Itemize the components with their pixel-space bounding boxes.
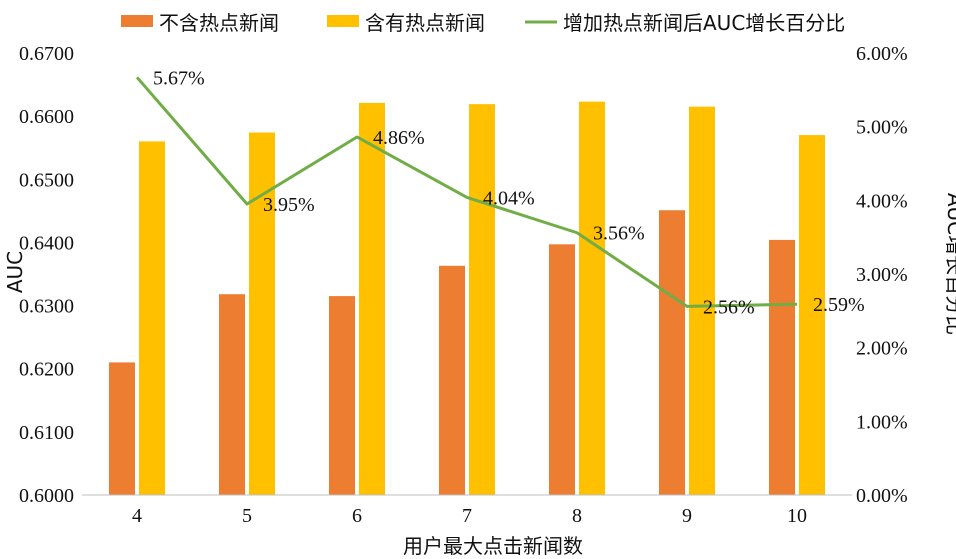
- bar-with-hot-news: [139, 141, 165, 495]
- bar-with-hot-news: [249, 132, 275, 495]
- x-axis-title: 用户最大点击新闻数: [403, 534, 583, 558]
- x-tick-label: 7: [462, 505, 472, 527]
- y2-tick-label: 5.00%: [856, 117, 908, 139]
- y2-axis-title: AUC增长百分比: [943, 193, 956, 335]
- y-tick-label: 0.6000: [19, 485, 74, 507]
- y2-tick-label: 3.00%: [856, 264, 908, 286]
- line-data-label: 3.56%: [593, 223, 645, 245]
- y2-tick-label: 0.00%: [856, 485, 908, 507]
- bar-with-hot-news: [689, 106, 715, 496]
- y-axis-title: AUC: [3, 251, 27, 293]
- line-data-label: 3.95%: [263, 194, 315, 216]
- y-tick-label: 0.6400: [19, 232, 74, 254]
- legend-label-with-hot-news: 含有热点新闻: [365, 11, 485, 35]
- legend: 不含热点新闻 含有热点新闻 增加热点新闻后AUC增长百分比: [121, 11, 845, 35]
- bar-with-hot-news: [359, 102, 385, 495]
- line-data-label: 4.86%: [373, 127, 425, 149]
- y-tick-label: 0.6100: [19, 422, 74, 444]
- y-tick-label: 0.6200: [19, 359, 74, 381]
- line-data-label: 5.67%: [153, 67, 205, 89]
- bar-no-hot-news: [109, 362, 135, 495]
- x-tick-label: 9: [682, 505, 692, 527]
- bar-no-hot-news: [549, 244, 575, 495]
- y-tick-label: 0.6300: [19, 296, 74, 318]
- y2-tick-label: 2.00%: [856, 338, 908, 360]
- series-line-auc-growth: [135, 76, 798, 308]
- y-tick-label: 0.6700: [19, 43, 74, 65]
- line-data-label: 4.04%: [483, 187, 535, 209]
- bar-with-hot-news: [469, 104, 495, 495]
- legend-swatch-no-hot-news: [121, 15, 153, 27]
- bar-no-hot-news: [659, 210, 685, 495]
- x-tick-label: 8: [572, 505, 582, 527]
- legend-label-no-hot-news: 不含热点新闻: [159, 11, 279, 35]
- bar-no-hot-news: [439, 265, 465, 495]
- y-tick-label: 0.6600: [19, 106, 74, 128]
- plot-area: 0.6000 0.6100 0.6200 0.6300 0.6400 0.6500 0.66…: [19, 43, 908, 527]
- x-tick-label: 4: [132, 505, 142, 527]
- legend-label-auc-growth: 增加热点新闻后AUC增长百分比: [563, 11, 845, 35]
- legend-swatch-with-hot-news: [327, 15, 359, 27]
- bar-no-hot-news: [219, 294, 245, 495]
- y2-tick-label: 4.00%: [856, 190, 908, 212]
- bar-with-hot-news: [579, 101, 605, 496]
- x-tick-label: 10: [787, 505, 807, 527]
- line-data-label: 2.59%: [813, 294, 865, 316]
- x-tick-label: 5: [242, 505, 252, 527]
- y2-tick-label: 1.00%: [856, 411, 908, 433]
- bar-no-hot-news: [329, 296, 355, 495]
- bar-no-hot-news: [769, 239, 795, 495]
- y2-tick-label: 6.00%: [856, 43, 908, 65]
- x-tick-label: 6: [352, 505, 362, 527]
- bar-with-hot-news: [799, 135, 825, 496]
- line-data-label: 2.56%: [703, 296, 755, 318]
- y-tick-label: 0.6500: [19, 169, 74, 191]
